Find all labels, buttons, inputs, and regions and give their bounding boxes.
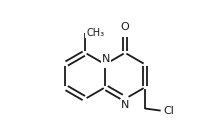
Text: N: N — [102, 54, 110, 63]
Text: N: N — [121, 100, 129, 110]
Text: Cl: Cl — [163, 106, 174, 116]
Text: CH₃: CH₃ — [86, 28, 104, 38]
Text: O: O — [121, 22, 129, 32]
